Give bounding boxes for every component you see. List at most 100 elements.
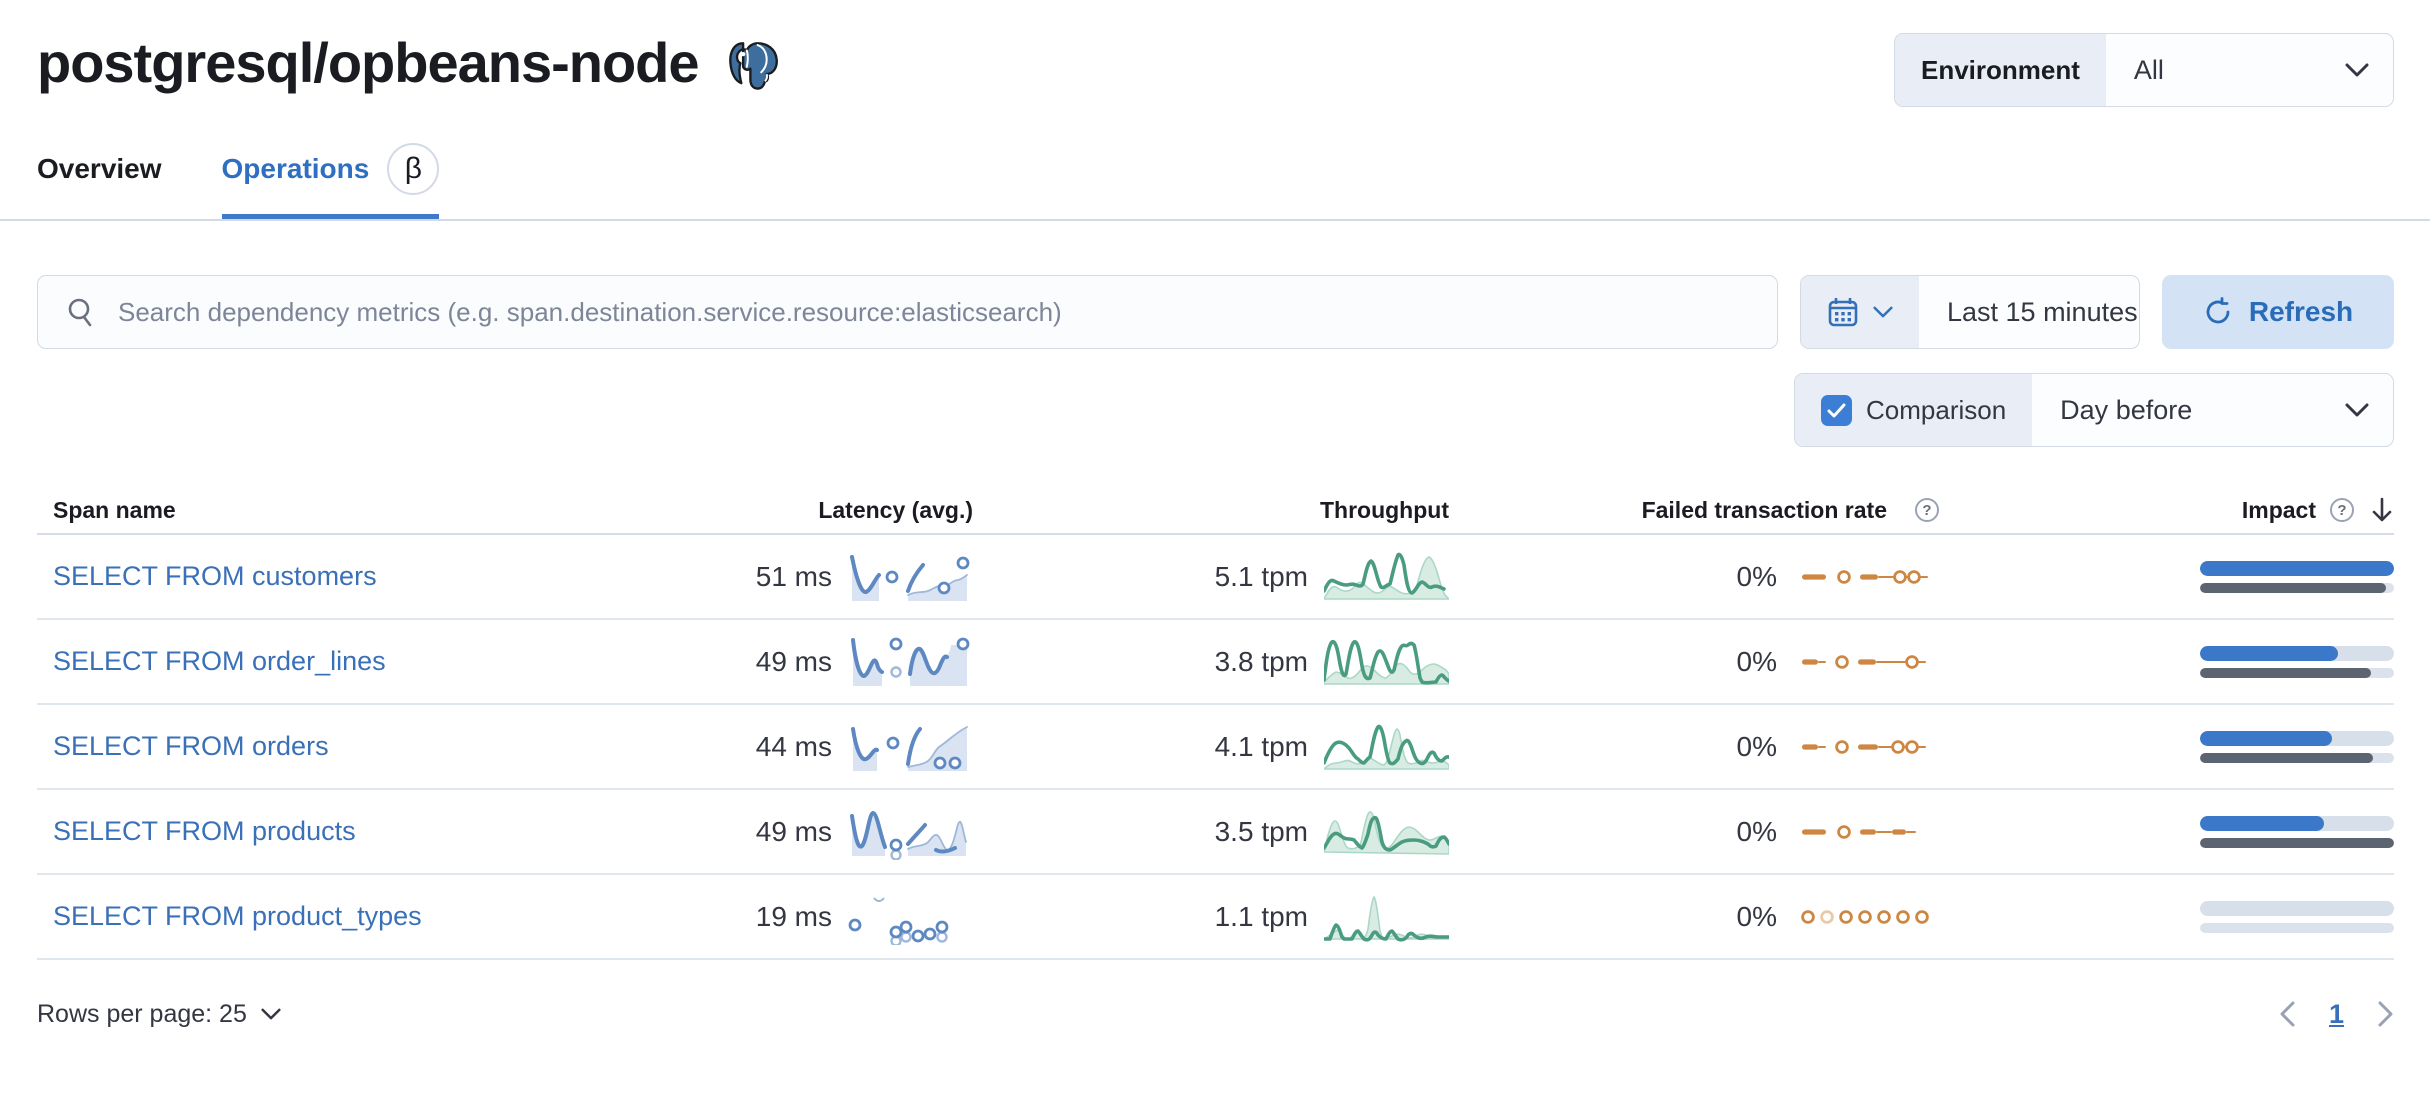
failed-rate-value: 0% [1736, 560, 1777, 592]
table-header: Span name Latency (avg.) Throughput Fail… [37, 487, 2394, 535]
span-name-link[interactable]: SELECT FROM orders [53, 731, 329, 761]
span-name-link[interactable]: SELECT FROM product_types [53, 901, 422, 931]
operations-table: Span name Latency (avg.) Throughput Fail… [37, 487, 2394, 960]
throughput-value: 3.5 tpm [1214, 815, 1308, 847]
latency-sparkline [848, 896, 949, 945]
col-header-failed-rate[interactable]: Failed transaction rate ? [1449, 497, 1939, 524]
tab-operations[interactable]: Operations β [222, 143, 440, 219]
environment-select[interactable]: Environment All [1894, 33, 2394, 107]
chevron-down-icon [261, 1008, 281, 1020]
throughput-sparkline [1324, 639, 1449, 685]
impact-previous-bar [2200, 582, 2394, 593]
throughput-value: 4.1 tpm [1214, 730, 1308, 762]
calendar-icon [1828, 298, 1858, 327]
search-icon [68, 298, 92, 327]
comparison-row: Comparison Day before [37, 373, 2394, 447]
page-header: postgresql/opbeans-node Environment All [0, 0, 2430, 107]
help-icon: ? [1915, 498, 1939, 522]
throughput-sparkline [1324, 810, 1449, 855]
table-row: SELECT FROM orders 44 ms 4.1 tpm 0% [37, 705, 2394, 790]
impact-current-bar [2200, 730, 2394, 746]
col-header-impact[interactable]: Impact ? [1939, 497, 2394, 524]
table-row: SELECT FROM products 49 ms 3.5 tpm 0% [37, 790, 2394, 875]
span-name-link[interactable]: SELECT FROM order_lines [53, 646, 386, 676]
check-icon [1827, 403, 1846, 417]
table-body: SELECT FROM customers 51 ms 5.1 tpm 0% S… [37, 535, 2394, 960]
rows-per-page-button[interactable]: Rows per page: 25 [37, 1000, 281, 1029]
comparison-checkbox[interactable] [1821, 394, 1852, 426]
latency-value: 49 ms [755, 645, 832, 677]
chevron-down-icon [1873, 306, 1893, 318]
pagination: 1 [2279, 999, 2394, 1030]
span-name-link[interactable]: SELECT FROM customers [53, 561, 377, 591]
table-footer: Rows per page: 25 1 [37, 990, 2394, 1038]
latency-value: 19 ms [755, 900, 832, 932]
latency-value: 49 ms [755, 815, 832, 847]
search-input[interactable] [118, 296, 1749, 328]
beta-badge: β [387, 143, 440, 195]
table-row: SELECT FROM order_lines 49 ms 3.8 tpm 0% [37, 620, 2394, 705]
throughput-sparkline [1324, 552, 1449, 600]
refresh-button[interactable]: Refresh [2162, 275, 2394, 349]
throughput-value: 1.1 tpm [1214, 900, 1308, 932]
chevron-right-icon [2378, 1001, 2393, 1027]
page-title: postgresql/opbeans-node [37, 31, 699, 94]
impact-bars [2200, 900, 2394, 933]
previous-page-button[interactable] [2279, 1001, 2295, 1027]
time-range-value: Last 15 minutes [1947, 296, 2138, 327]
page-number-1[interactable]: 1 [2328, 998, 2344, 1029]
next-page-button[interactable] [2378, 1001, 2394, 1027]
failed-rate-value: 0% [1736, 815, 1777, 847]
latency-value: 51 ms [755, 560, 832, 592]
failed-rate-value: 0% [1736, 730, 1777, 762]
impact-bars [2200, 815, 2394, 848]
chevron-down-icon [2345, 403, 2369, 417]
impact-current-bar [2200, 900, 2394, 916]
failed-rate-sparkline [1802, 739, 1926, 754]
impact-previous-bar [2200, 837, 2394, 848]
impact-current-bar [2200, 560, 2394, 576]
comparison-value-select[interactable]: Day before [2032, 374, 2393, 446]
impact-current-bar [2200, 645, 2394, 661]
impact-previous-bar [2200, 752, 2394, 763]
impact-previous-bar [2200, 667, 2394, 678]
throughput-value: 3.8 tpm [1214, 645, 1308, 677]
impact-bars [2200, 645, 2394, 678]
failed-rate-value: 0% [1736, 900, 1777, 932]
latency-sparkline [850, 554, 970, 601]
impact-bars [2200, 730, 2394, 763]
throughput-sparkline [1324, 895, 1449, 942]
col-header-span-name[interactable]: Span name [53, 496, 176, 523]
comparison-select: Comparison Day before [1794, 373, 2394, 447]
help-icon: ? [2330, 498, 2354, 522]
environment-select-value: All [2133, 54, 2164, 85]
failed-rate-value: 0% [1736, 645, 1777, 677]
span-name-link[interactable]: SELECT FROM products [53, 816, 356, 846]
impact-previous-bar [2200, 922, 2394, 933]
sort-desc-arrow-icon [2372, 497, 2392, 522]
failed-rate-sparkline [1802, 569, 1928, 584]
latency-sparkline [851, 637, 970, 686]
filters-row: Last 15 minutes Refresh [37, 275, 2394, 349]
failed-rate-sparkline [1802, 824, 1916, 839]
throughput-sparkline [1324, 724, 1449, 770]
comparison-label: Comparison [1866, 394, 2007, 425]
tab-overview[interactable]: Overview [37, 153, 162, 184]
latency-value: 44 ms [755, 730, 832, 762]
failed-rate-sparkline [1801, 909, 1929, 924]
chevron-left-icon [2280, 1001, 2295, 1027]
chevron-down-icon [2345, 63, 2369, 77]
postgresql-elephant-icon [728, 41, 778, 90]
search-box [37, 275, 1778, 349]
col-header-throughput[interactable]: Throughput [1319, 496, 1449, 523]
impact-bars [2200, 560, 2394, 593]
impact-current-bar [2200, 815, 2394, 831]
latency-sparkline [851, 725, 968, 771]
table-row: SELECT FROM customers 51 ms 5.1 tpm 0% [37, 535, 2394, 620]
col-header-latency[interactable]: Latency (avg.) [818, 496, 973, 523]
date-picker[interactable]: Last 15 minutes [1800, 275, 2140, 349]
environment-select-label: Environment [1895, 34, 2106, 106]
refresh-icon [2206, 297, 2230, 324]
throughput-value: 5.1 tpm [1214, 560, 1308, 592]
